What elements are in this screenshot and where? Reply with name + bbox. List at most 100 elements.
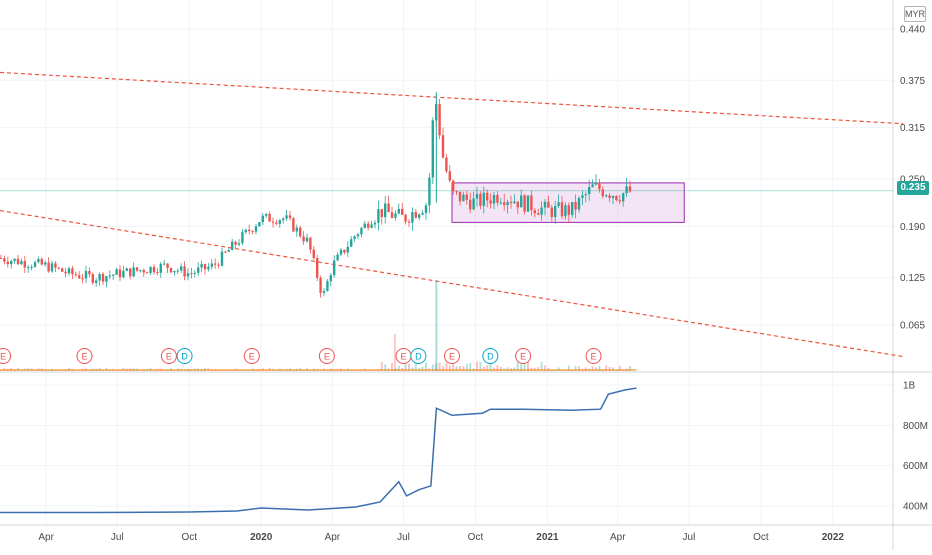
candle-body xyxy=(64,271,67,274)
candle-body xyxy=(299,227,302,237)
price-axis-label: 0.250 xyxy=(900,174,925,185)
indicator-axis-label: 800M xyxy=(903,421,928,432)
volume-bar xyxy=(459,365,461,371)
candle-body xyxy=(186,273,190,277)
event-marker-label: E xyxy=(324,352,330,362)
candle-body xyxy=(244,229,247,233)
candle-body xyxy=(282,218,285,221)
volume-bar xyxy=(391,362,393,371)
candle-body xyxy=(47,262,50,272)
volume-bar xyxy=(384,364,387,371)
candle-body xyxy=(339,249,343,255)
candle-body xyxy=(550,207,553,218)
candle-body xyxy=(275,222,278,224)
candle-body xyxy=(346,246,349,253)
event-marker-D xyxy=(410,348,427,364)
candle-body xyxy=(438,104,441,136)
candle-body xyxy=(336,254,339,261)
volume-bar xyxy=(448,365,451,371)
candle-body xyxy=(261,215,264,223)
candle-body xyxy=(61,268,64,272)
candle-body xyxy=(305,237,309,242)
candle-body xyxy=(475,193,479,199)
candle-body xyxy=(16,258,20,265)
candle-body xyxy=(448,171,451,181)
candle-body xyxy=(615,196,618,201)
event-marker-E xyxy=(160,348,177,364)
candle-body xyxy=(132,267,135,277)
candle-body xyxy=(74,274,77,276)
event-marker-E xyxy=(243,348,260,364)
candle-body xyxy=(217,264,220,266)
candle-body xyxy=(180,266,183,271)
candle-body xyxy=(482,192,485,206)
price-axis-label: 0.315 xyxy=(900,123,925,134)
candle-body xyxy=(554,205,557,218)
volume-bar xyxy=(584,367,587,371)
candle-body xyxy=(537,213,540,215)
candle-body xyxy=(214,263,217,265)
candle-body xyxy=(469,199,472,210)
candle-body xyxy=(520,195,523,208)
event-marker-label: E xyxy=(166,352,172,362)
candle-body xyxy=(486,192,489,201)
candle-body xyxy=(441,135,445,158)
candle-body xyxy=(611,196,615,198)
candle-body xyxy=(462,194,465,202)
candle-body xyxy=(224,251,227,253)
candle-body xyxy=(530,195,533,211)
volume-bar xyxy=(435,280,438,371)
candle-body xyxy=(98,273,101,281)
candle-body xyxy=(118,269,122,278)
candle-body xyxy=(88,271,91,275)
volume-bar xyxy=(380,361,383,371)
candle-body xyxy=(50,263,54,272)
candle-body xyxy=(414,212,417,218)
candle-body xyxy=(598,182,601,190)
candle-body xyxy=(71,268,74,275)
candle-body xyxy=(91,274,94,283)
candle-body xyxy=(278,220,281,224)
candle-body xyxy=(200,264,203,268)
candle-body xyxy=(125,268,128,271)
candle-body xyxy=(163,263,166,265)
candle-body xyxy=(207,266,210,270)
candle-body xyxy=(492,195,496,204)
candle-body xyxy=(159,263,162,273)
candle-body xyxy=(404,214,407,222)
candle-body xyxy=(353,236,356,240)
candle-body xyxy=(605,195,608,197)
currency-badge[interactable]: MYR xyxy=(904,6,926,22)
candle-body xyxy=(231,241,234,251)
candle-body xyxy=(0,257,3,259)
time-axis-label: Apr xyxy=(610,532,626,543)
volume-bar xyxy=(567,365,570,371)
volume-bar xyxy=(533,367,536,371)
candle-body xyxy=(271,221,275,223)
candle-body xyxy=(95,280,98,283)
volume-bar xyxy=(595,367,597,371)
volume-bar xyxy=(452,362,455,371)
candle-body xyxy=(577,197,581,210)
candle-body xyxy=(285,215,288,219)
candle-body xyxy=(101,273,105,282)
event-marker-E xyxy=(318,348,335,364)
candle-body xyxy=(513,201,516,204)
time-axis-label: Jul xyxy=(111,532,124,543)
time-axis-label: Apr xyxy=(325,532,341,543)
candle-body xyxy=(156,272,159,274)
candle-body xyxy=(146,272,149,274)
candle-body xyxy=(241,232,244,244)
candle-body xyxy=(210,263,213,267)
candle-body xyxy=(268,213,271,222)
candle-body xyxy=(27,267,30,269)
candle-body xyxy=(407,221,411,223)
candle-body xyxy=(254,226,258,232)
candle-body xyxy=(516,201,519,208)
candle-body xyxy=(105,276,108,282)
indicator-axis-label: 400M xyxy=(903,502,928,513)
volume-bar xyxy=(479,361,482,371)
candle-body xyxy=(625,186,628,194)
volume-bar xyxy=(486,365,489,371)
